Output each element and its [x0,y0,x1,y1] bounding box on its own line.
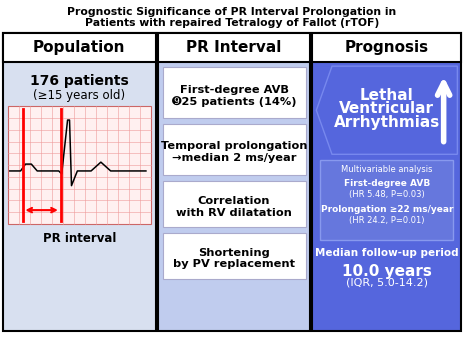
Bar [3,33,156,62]
Bar [163,181,306,227]
Bar [163,233,306,279]
Bar [312,33,461,331]
Text: by PV replacement: by PV replacement [173,259,295,270]
Bar [163,67,306,118]
Text: Population: Population [33,40,126,55]
Bar [8,106,151,224]
Text: with RV dilatation: with RV dilatation [176,208,292,218]
Text: Prognosis: Prognosis [345,40,429,55]
Bar [3,33,156,331]
Text: Correlation: Correlation [198,196,270,206]
Text: Shortening: Shortening [198,248,270,258]
Text: (IQR, 5.0-14.2): (IQR, 5.0-14.2) [346,278,428,288]
Text: PR Interval: PR Interval [186,40,282,55]
Bar [163,124,306,175]
Bar [158,33,310,331]
Text: Temporal prolongation: Temporal prolongation [161,142,307,151]
Text: Prognostic Significance of PR Interval Prolongation in: Prognostic Significance of PR Interval P… [67,7,397,18]
Bar [320,160,454,241]
Text: Patients with repaired Tetralogy of Fallot (rTOF): Patients with repaired Tetralogy of Fall… [85,18,379,28]
Text: Lethal: Lethal [360,88,414,103]
Polygon shape [316,66,457,154]
Text: (≥15 years old): (≥15 years old) [33,89,126,102]
Bar [158,33,310,62]
Text: ➒25 patients (14%): ➒25 patients (14%) [172,96,296,107]
Text: Arrhythmias: Arrhythmias [334,115,440,130]
Text: First-degree AVB: First-degree AVB [344,179,430,188]
Text: (HR 24.2, P=0.01): (HR 24.2, P=0.01) [349,216,425,225]
Text: 10.0 years: 10.0 years [342,264,432,279]
Text: First-degree AVB: First-degree AVB [180,85,289,95]
Text: Multivariable analysis: Multivariable analysis [341,165,433,174]
Text: (HR 5.48, P=0.03): (HR 5.48, P=0.03) [349,189,425,198]
Text: Prolongation ≥22 ms/year: Prolongation ≥22 ms/year [320,205,453,214]
Text: →median 2 ms/year: →median 2 ms/year [172,153,296,163]
Text: Ventricular: Ventricular [339,101,434,116]
Text: PR interval: PR interval [43,232,116,245]
Text: 176 patients: 176 patients [30,74,129,88]
Bar [312,33,461,62]
Text: Median follow-up period: Median follow-up period [315,248,459,258]
